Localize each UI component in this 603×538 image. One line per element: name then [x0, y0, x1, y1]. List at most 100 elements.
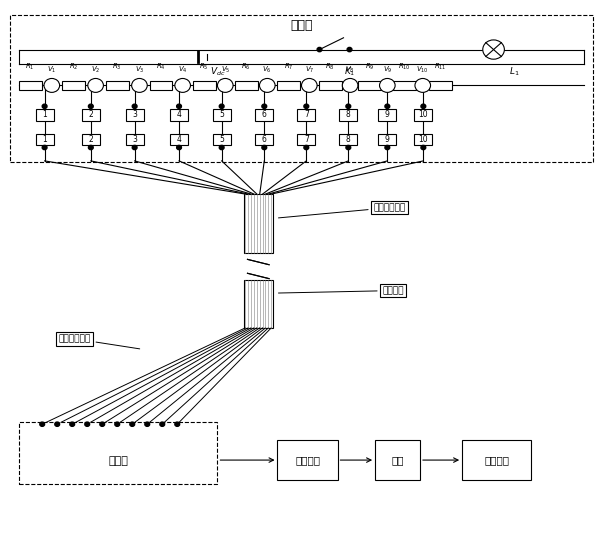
- Circle shape: [219, 104, 224, 109]
- Circle shape: [379, 79, 395, 93]
- Bar: [358, 81, 380, 90]
- Text: 7: 7: [304, 110, 309, 119]
- Text: 测量端: 测量端: [109, 456, 128, 466]
- Text: $V_3$: $V_3$: [134, 65, 144, 75]
- Bar: [82, 109, 100, 121]
- Text: 1: 1: [42, 110, 47, 119]
- Circle shape: [259, 79, 275, 93]
- Bar: [213, 133, 231, 145]
- Text: $V_2$: $V_2$: [91, 65, 100, 75]
- Bar: [255, 109, 273, 121]
- Text: $R_8$: $R_8$: [326, 62, 335, 72]
- Text: 7: 7: [304, 135, 309, 144]
- Bar: [62, 81, 85, 90]
- Text: $V_5$: $V_5$: [221, 65, 230, 75]
- Circle shape: [346, 104, 351, 109]
- Bar: [10, 15, 593, 162]
- Text: $R_3$: $R_3$: [112, 62, 122, 72]
- Circle shape: [262, 104, 267, 109]
- Circle shape: [415, 79, 431, 93]
- Text: 10: 10: [418, 110, 428, 119]
- Text: $V_7$: $V_7$: [305, 65, 314, 75]
- Circle shape: [42, 104, 47, 109]
- Text: $R_6$: $R_6$: [241, 62, 251, 72]
- Bar: [19, 422, 218, 484]
- Bar: [36, 109, 54, 121]
- Text: 9: 9: [385, 135, 390, 144]
- Circle shape: [385, 145, 390, 150]
- Bar: [393, 81, 416, 90]
- Circle shape: [132, 104, 137, 109]
- Circle shape: [160, 422, 165, 426]
- Circle shape: [44, 79, 60, 93]
- Text: 二次电缆芒线: 二次电缆芒线: [279, 203, 406, 218]
- Text: $R_{10}$: $R_{10}$: [399, 62, 411, 72]
- Circle shape: [218, 79, 233, 93]
- Circle shape: [40, 422, 45, 426]
- Circle shape: [145, 422, 150, 426]
- Circle shape: [42, 145, 47, 150]
- Circle shape: [131, 79, 147, 93]
- Circle shape: [89, 145, 93, 150]
- Circle shape: [421, 145, 426, 150]
- Circle shape: [483, 40, 504, 59]
- Circle shape: [347, 47, 352, 52]
- Bar: [378, 133, 396, 145]
- Circle shape: [262, 145, 267, 150]
- Circle shape: [88, 79, 104, 93]
- Bar: [255, 133, 273, 145]
- Text: 电压取整: 电压取整: [295, 455, 320, 465]
- Text: 6: 6: [262, 135, 267, 144]
- Circle shape: [177, 145, 182, 150]
- Text: $V_{10}$: $V_{10}$: [416, 65, 429, 75]
- Bar: [462, 440, 531, 480]
- Circle shape: [304, 104, 309, 109]
- Bar: [339, 109, 358, 121]
- Circle shape: [304, 145, 309, 150]
- Text: 5: 5: [219, 110, 224, 119]
- Text: $R_5$: $R_5$: [200, 62, 209, 72]
- Bar: [125, 109, 144, 121]
- Text: 8: 8: [346, 135, 351, 144]
- Text: $R_9$: $R_9$: [365, 62, 374, 72]
- Text: 2: 2: [89, 110, 93, 119]
- Bar: [235, 81, 257, 90]
- Text: 二次电缆: 二次电缆: [279, 286, 404, 295]
- Circle shape: [346, 145, 351, 150]
- Text: $V_{dc}$: $V_{dc}$: [210, 65, 226, 77]
- Text: $V_9$: $V_9$: [382, 65, 392, 75]
- Text: 4: 4: [177, 110, 182, 119]
- Bar: [297, 109, 315, 121]
- Circle shape: [132, 145, 137, 150]
- Bar: [213, 109, 231, 121]
- Text: $R_7$: $R_7$: [283, 62, 293, 72]
- Bar: [242, 259, 274, 279]
- Bar: [378, 109, 396, 121]
- Text: $V_8$: $V_8$: [346, 65, 355, 75]
- Bar: [170, 133, 188, 145]
- Circle shape: [115, 422, 119, 426]
- Text: 得出结果: 得出结果: [484, 455, 509, 465]
- Text: 3: 3: [132, 135, 137, 144]
- Circle shape: [177, 104, 182, 109]
- Bar: [82, 133, 100, 145]
- Text: $R_2$: $R_2$: [69, 62, 78, 72]
- Text: $V_1$: $V_1$: [47, 65, 57, 75]
- Bar: [414, 133, 432, 145]
- Bar: [244, 280, 273, 328]
- Circle shape: [85, 422, 90, 426]
- Bar: [319, 81, 342, 90]
- Bar: [375, 440, 420, 480]
- Text: $R_{11}$: $R_{11}$: [434, 62, 447, 72]
- Text: $K_1$: $K_1$: [344, 65, 355, 77]
- Text: 9: 9: [385, 110, 390, 119]
- Circle shape: [175, 422, 180, 426]
- Circle shape: [219, 145, 224, 150]
- Text: 查表: 查表: [391, 455, 404, 465]
- Circle shape: [130, 422, 134, 426]
- Text: $V_6$: $V_6$: [262, 65, 272, 75]
- Circle shape: [385, 104, 390, 109]
- Bar: [19, 81, 42, 90]
- Circle shape: [70, 422, 75, 426]
- Text: $V_4$: $V_4$: [178, 65, 188, 75]
